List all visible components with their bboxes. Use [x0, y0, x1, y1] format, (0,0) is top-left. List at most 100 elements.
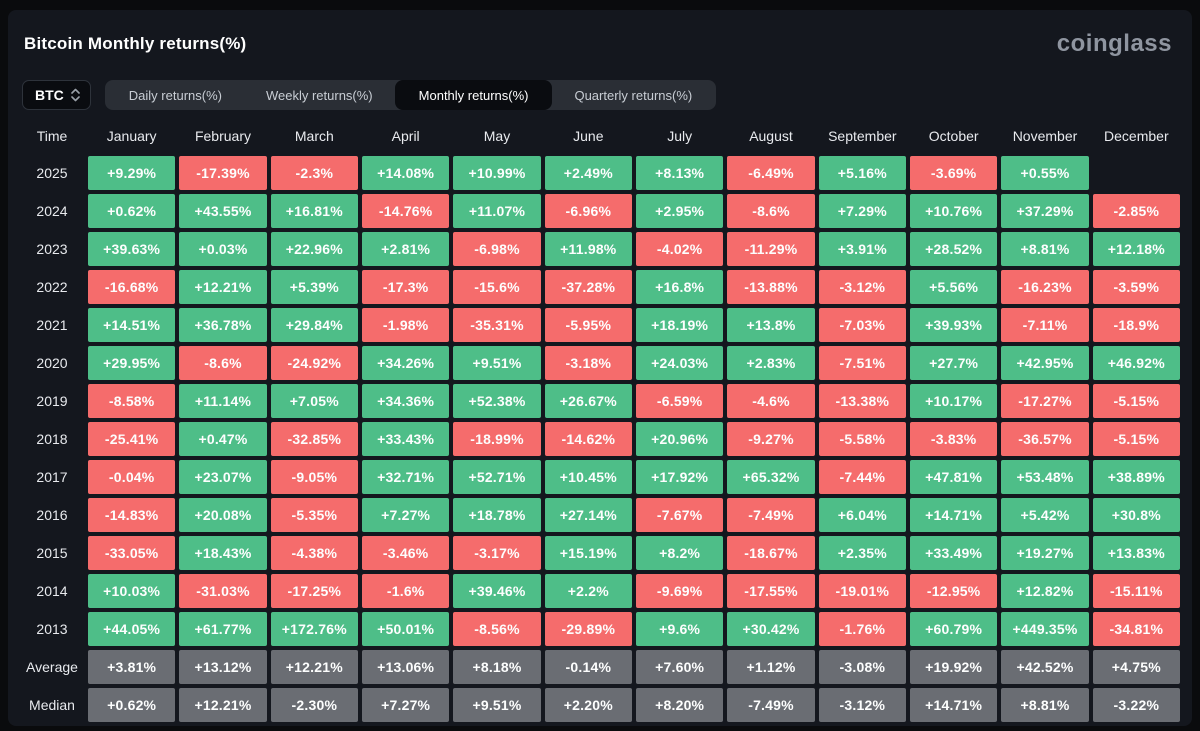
controls-bar: BTC Daily returns(%) Weekly returns(%) Mon… [22, 80, 1176, 110]
return-cell: +0.03% [179, 232, 267, 266]
return-cell: +11.14% [179, 384, 267, 418]
return-cell: -13.88% [727, 270, 815, 304]
return-cell: -31.03% [179, 574, 267, 608]
column-header-december: December [1104, 128, 1169, 144]
column-header-november: November [1012, 128, 1078, 144]
row-label-median: Median [29, 697, 75, 713]
return-cell: -5.95% [544, 308, 632, 342]
return-cell: +20.08% [179, 498, 267, 532]
return-cell: +8.2% [636, 536, 724, 570]
return-cell: -8.58% [88, 384, 176, 418]
return-cell: +13.83% [1092, 536, 1180, 570]
return-cell: +19.27% [1001, 536, 1089, 570]
return-cell: +39.93% [910, 308, 998, 342]
return-cell: -2.30% [270, 688, 358, 722]
return-cell: +0.47% [179, 422, 267, 456]
return-cell: +38.89% [1092, 460, 1180, 494]
tab-quarterly-returns[interactable]: Quarterly returns(%) [552, 82, 714, 108]
tab-daily-returns[interactable]: Daily returns(%) [107, 82, 244, 108]
return-cell: +29.95% [88, 346, 176, 380]
return-cell: +44.05% [88, 612, 176, 646]
return-cell: +2.95% [636, 194, 724, 228]
tab-monthly-returns[interactable]: Monthly returns(%) [394, 80, 553, 110]
column-header-june: June [573, 128, 604, 144]
return-cell: +12.21% [179, 270, 267, 304]
return-cell: +13.06% [362, 650, 450, 684]
column-header-march: March [294, 128, 334, 144]
return-cell: +14.51% [88, 308, 176, 342]
return-cell: +7.29% [818, 194, 906, 228]
return-cell: +43.55% [179, 194, 267, 228]
return-cell: -2.85% [1092, 194, 1180, 228]
return-cell: -3.59% [1092, 270, 1180, 304]
return-cell: +36.78% [179, 308, 267, 342]
return-cell: -12.95% [910, 574, 998, 608]
row-label-2025: 2025 [36, 165, 68, 181]
row-label-2015: 2015 [36, 545, 68, 561]
return-cell: +2.81% [362, 232, 450, 266]
column-header-april: April [391, 128, 420, 144]
return-cell: -5.58% [818, 422, 906, 456]
return-cell: +65.32% [727, 460, 815, 494]
return-cell: +60.79% [910, 612, 998, 646]
monthly-returns-table: Time January February March April May June Jul… [20, 120, 1180, 722]
column-header-october: October [928, 128, 979, 144]
return-cell: +12.82% [1001, 574, 1089, 608]
return-cell: +14.71% [910, 688, 998, 722]
return-cell: +10.99% [453, 156, 541, 190]
return-cell: +3.81% [88, 650, 176, 684]
return-cell: +10.76% [910, 194, 998, 228]
return-cell: +13.12% [179, 650, 267, 684]
return-cell: -4.6% [727, 384, 815, 418]
return-cell: -17.3% [362, 270, 450, 304]
return-cell: +5.42% [1001, 498, 1089, 532]
coinglass-logo[interactable]: coinglass [1056, 30, 1172, 57]
return-cell: -5.15% [1092, 384, 1180, 418]
tab-weekly-returns[interactable]: Weekly returns(%) [244, 82, 395, 108]
return-cell: +18.78% [453, 498, 541, 532]
return-cell: +42.52% [1001, 650, 1089, 684]
row-label-2016: 2016 [36, 507, 68, 523]
return-cell: +14.71% [910, 498, 998, 532]
return-cell: -3.08% [818, 650, 906, 684]
return-cell: +9.51% [453, 346, 541, 380]
return-cell: +8.81% [1001, 232, 1089, 266]
page-title: Bitcoin Monthly returns(%) [24, 34, 247, 53]
return-cell: -3.69% [910, 156, 998, 190]
return-cell: -5.15% [1092, 422, 1180, 456]
return-cell: +30.8% [1092, 498, 1180, 532]
return-cell: -3.17% [453, 536, 541, 570]
return-cell: -9.69% [636, 574, 724, 608]
return-cell: -1.76% [818, 612, 906, 646]
return-cell: -8.6% [179, 346, 267, 380]
return-cell: -15.6% [453, 270, 541, 304]
return-cell: -2.3% [270, 156, 358, 190]
return-cell: +10.17% [910, 384, 998, 418]
return-cell: +3.91% [818, 232, 906, 266]
return-cell: -9.05% [270, 460, 358, 494]
return-cell: +34.26% [362, 346, 450, 380]
return-cell: -15.11% [1092, 574, 1180, 608]
return-cell: -13.38% [818, 384, 906, 418]
return-cell: +7.60% [636, 650, 724, 684]
return-cell: +14.08% [362, 156, 450, 190]
return-cell: +9.6% [636, 612, 724, 646]
return-cell: -24.92% [270, 346, 358, 380]
return-cell: +4.75% [1092, 650, 1180, 684]
return-cell: -29.89% [544, 612, 632, 646]
coin-selector[interactable]: BTC [22, 80, 91, 110]
return-cell: -25.41% [88, 422, 176, 456]
return-cell: -0.04% [88, 460, 176, 494]
return-cell: +7.27% [362, 498, 450, 532]
return-cell: -8.6% [727, 194, 815, 228]
return-cell: +18.43% [179, 536, 267, 570]
return-cell: +12.21% [179, 688, 267, 722]
return-cell: +22.96% [270, 232, 358, 266]
return-cell: -19.01% [818, 574, 906, 608]
return-cell: +61.77% [179, 612, 267, 646]
return-cell: -6.59% [636, 384, 724, 418]
return-cell: +9.51% [453, 688, 541, 722]
return-cell: -16.68% [88, 270, 176, 304]
return-cell: +37.29% [1001, 194, 1089, 228]
widget-header: Bitcoin Monthly returns(%) coinglass [8, 10, 1192, 58]
